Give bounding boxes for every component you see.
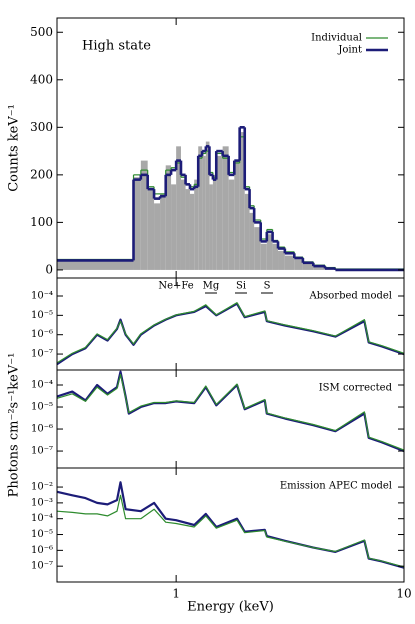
legend-label: Individual [311, 33, 362, 44]
y-tick-label: 0 [45, 262, 53, 276]
y-tick-label: 10⁻⁷ [31, 446, 53, 457]
y-tick-label: 10⁻⁶ [31, 424, 53, 435]
model-line [56, 370, 405, 453]
y-tick-label: 10⁻⁴ [31, 290, 53, 301]
data-bar [249, 212, 255, 270]
data-bar [176, 146, 181, 270]
y-tick-label: 10⁻⁶ [31, 545, 53, 556]
y-tick-label: 100 [30, 215, 53, 229]
data-bar [260, 243, 267, 270]
data-bar [147, 189, 155, 270]
model-line [56, 481, 405, 569]
y-tick-label: 10⁻⁴ [31, 513, 53, 524]
y-tick-label: 10⁻⁷ [31, 349, 53, 360]
y-tick-label: 10⁻⁴ [31, 379, 53, 390]
panel-label: ISM corrected [319, 383, 393, 394]
y-axis-label: Counts keV⁻¹ [7, 104, 22, 192]
line-label: Ne+Fe [158, 281, 193, 292]
model-line [56, 373, 405, 451]
y-tick-label: 400 [30, 72, 53, 86]
y-tick-label: 10⁻⁷ [31, 561, 53, 572]
data-bar [278, 250, 285, 270]
y-tick-label: 300 [30, 120, 53, 134]
data-bar [57, 260, 134, 270]
data-bar [239, 132, 245, 270]
data-bar [228, 179, 235, 270]
legend-label: Joint [337, 45, 362, 56]
data-bar [202, 155, 206, 270]
data-bar [222, 146, 229, 270]
x-tick-label: 10 [396, 587, 411, 601]
model-line [56, 302, 405, 366]
y-tick-label: 10⁻⁵ [31, 529, 53, 540]
model-line [56, 302, 405, 364]
data-bar [294, 259, 303, 270]
panel-label: High state [82, 39, 151, 54]
data-bar [254, 227, 261, 270]
data-bar [216, 155, 223, 270]
data-bar [198, 146, 203, 270]
data-bar [140, 160, 148, 270]
y-tick-label: 10⁻⁵ [31, 402, 53, 413]
data-bar [272, 243, 279, 270]
y-tick-label: 500 [30, 25, 53, 39]
data-bar [154, 203, 161, 270]
y-tick-label: 10⁻² [31, 482, 53, 493]
data-bar [212, 174, 217, 270]
y-tick-label: 10⁻⁵ [31, 310, 53, 321]
data-bar [194, 179, 199, 270]
data-bar [185, 189, 190, 270]
data-bar [313, 266, 325, 270]
data-bar [284, 255, 295, 270]
data-bar [189, 193, 195, 270]
data-bar [302, 263, 314, 270]
data-bar [266, 234, 273, 270]
panel-label: Absorbed model [309, 291, 392, 302]
y-tick-label: 200 [30, 167, 53, 181]
y-axis-label: Photons cm⁻²s⁻¹keV⁻¹ [7, 353, 22, 498]
data-bar [165, 165, 172, 270]
line-label: S [264, 281, 271, 292]
model-line [56, 494, 405, 568]
data-bar [244, 193, 250, 270]
line-label: Si [236, 281, 246, 292]
data-bar [205, 141, 210, 270]
x-axis-label: Energy (keV) [187, 600, 274, 615]
data-bar [209, 184, 213, 270]
y-tick-label: 10⁻³ [31, 497, 53, 508]
panel-label: Emission APEC model [280, 481, 392, 492]
plot-frame [56, 467, 405, 583]
data-bar [160, 193, 166, 270]
data-bar [234, 160, 240, 270]
y-tick-label: 10⁻⁶ [31, 329, 53, 340]
line-label: Mg [203, 281, 220, 292]
data-bar [133, 177, 141, 270]
x-tick-label: 1 [172, 587, 180, 601]
data-bar [171, 184, 177, 270]
data-bar [180, 179, 186, 270]
